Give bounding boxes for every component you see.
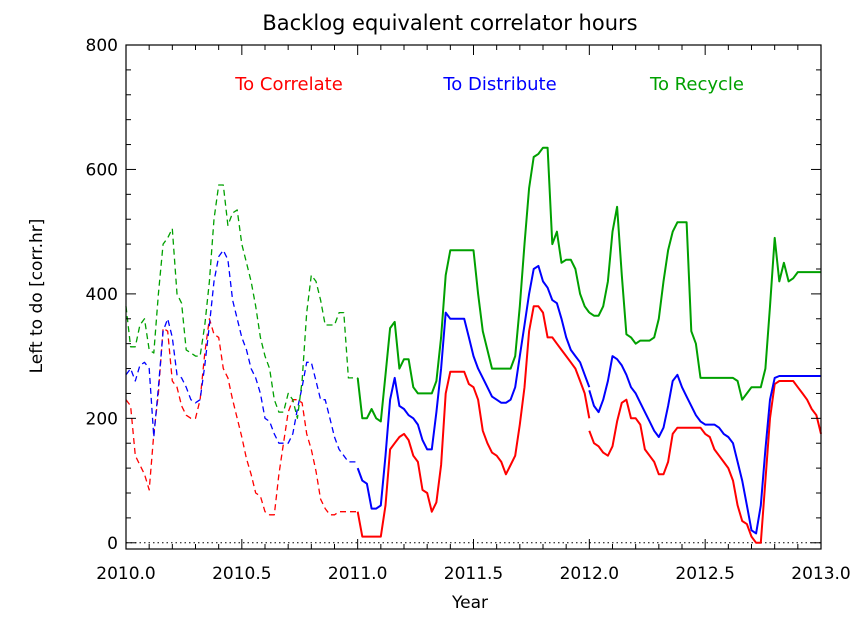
x-axis-label: Year <box>451 593 488 613</box>
x-tick-label: 2010.5 <box>212 564 271 584</box>
series-group <box>125 146 822 544</box>
y-tick-label: 400 <box>86 285 118 305</box>
legend-entry-to-distribute: To Distribute <box>442 74 556 95</box>
series-line-to-recycle-solid <box>356 146 591 423</box>
series-line-to-recycle-solid <box>588 205 821 401</box>
x-tick-label: 2012.5 <box>675 564 734 584</box>
series-line-to-recycle-dashed <box>125 184 358 419</box>
series-line-to-correlate-solid <box>356 305 591 538</box>
y-tick-label: 600 <box>86 160 118 180</box>
y-tick-label: 800 <box>86 36 118 56</box>
series-line-to-distribute-solid <box>356 264 591 510</box>
x-tick-label: 2013.0 <box>791 564 850 584</box>
x-tick-label: 2011.5 <box>444 564 503 584</box>
x-tick-label: 2011.0 <box>328 564 387 584</box>
legend-entry-to-correlate: To Correlate <box>234 74 343 95</box>
y-tick-label: 0 <box>107 534 118 554</box>
series-line-to-distribute-dashed <box>125 249 358 463</box>
series-line-to-correlate-solid <box>588 380 822 544</box>
series-line-to-correlate-dashed <box>125 318 358 516</box>
x-tick-label: 2010.0 <box>96 564 155 584</box>
axis-ticks: 2010.0 2010.5 2011.0 2011.5 2012.0 2012.5 2013… <box>86 36 851 584</box>
chart-title: Backlog equivalent correlator hours <box>262 11 637 35</box>
x-tick-label: 2012.0 <box>560 564 619 584</box>
legend: To Correlate To Distribute To Recycle <box>234 74 744 95</box>
series-line-to-distribute-solid <box>588 355 821 535</box>
y-tick-label: 200 <box>86 409 118 429</box>
y-axis-label: Left to do [corr.hr] <box>27 219 47 374</box>
plot-frame <box>125 44 822 550</box>
legend-entry-to-recycle: To Recycle <box>649 74 744 95</box>
